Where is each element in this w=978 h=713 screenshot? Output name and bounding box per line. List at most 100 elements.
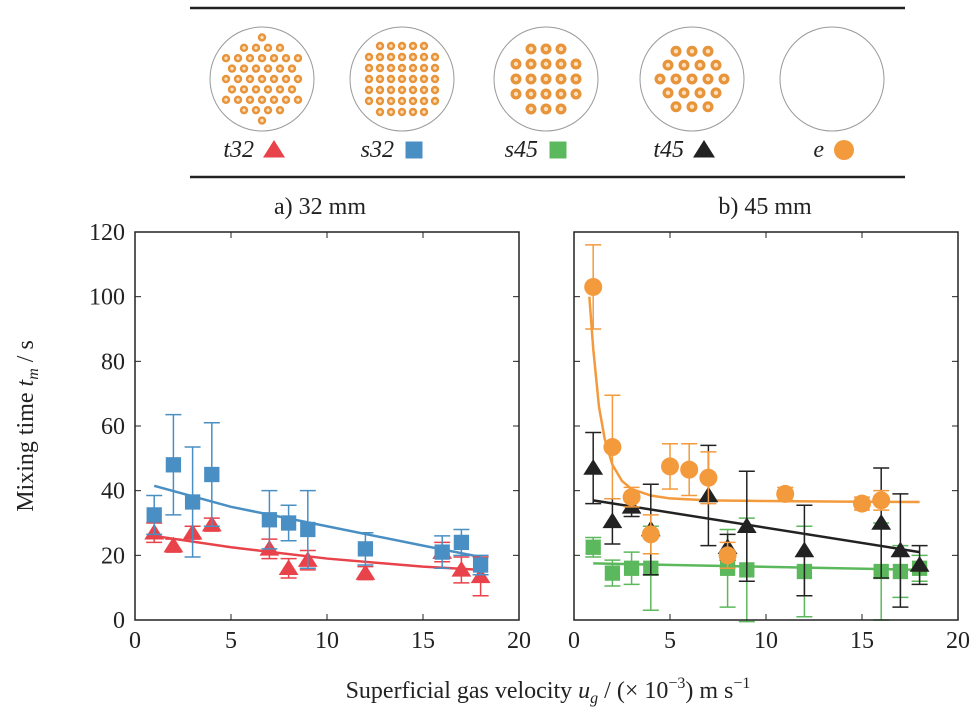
sparger-hole-center: [367, 99, 371, 103]
sparger-hole-center: [260, 56, 264, 60]
sparger-hole-center: [433, 88, 437, 92]
marker: [280, 515, 297, 531]
sparger-hole-center: [389, 110, 393, 114]
sparger-hole-center: [721, 76, 727, 82]
sparger-hole-center: [284, 56, 288, 60]
sparger-hole-center: [266, 108, 270, 112]
marker: [602, 512, 623, 529]
x-tick-label: 10: [754, 628, 778, 654]
marker: [871, 514, 892, 530]
sparger-hole-center: [378, 110, 382, 114]
label-part: ) m s: [685, 678, 733, 704]
fit-line: [153, 484, 481, 559]
panel-title: a) 32 mm: [274, 194, 366, 220]
label-part: −3: [668, 675, 685, 692]
fit-line: [593, 499, 920, 554]
sparger-hole-center: [697, 90, 703, 96]
sparger-hole-center: [266, 66, 270, 71]
sparger-hole-center: [367, 66, 371, 70]
sparger-hole-center: [290, 66, 294, 71]
sparger-hole-center: [422, 77, 426, 81]
label-part: t: [13, 378, 39, 386]
label-part: u: [578, 678, 590, 704]
legend-marker: [263, 140, 285, 158]
marker: [261, 512, 278, 528]
sparger-hole-center: [389, 88, 393, 92]
sparger-hole-center: [411, 55, 415, 59]
sparger-hole-center: [665, 62, 671, 68]
sparger-hole-center: [433, 99, 437, 103]
sparger-hole-center: [248, 77, 252, 81]
sparger-hole-center: [697, 62, 703, 68]
sparger-hole-center: [422, 99, 426, 103]
x-tick-label: 20: [946, 628, 970, 654]
marker: [736, 517, 757, 533]
sparger-hole-center: [528, 46, 534, 52]
sparger-hole-center: [573, 76, 579, 82]
sparger-hole-center: [705, 49, 711, 54]
sparger-hole-center: [422, 88, 426, 92]
marker: [146, 507, 162, 523]
marker: [163, 536, 184, 553]
sparger-hole-center: [705, 104, 711, 109]
sparger-hole-center: [528, 61, 534, 67]
sparger-hole-center: [573, 91, 579, 97]
y-tick-label: 60: [101, 414, 125, 440]
sparger-hole-center: [689, 76, 695, 82]
sparger-hole-center: [411, 88, 415, 92]
sparger-hole-center: [389, 55, 393, 59]
legend-label: s32: [361, 137, 394, 163]
x-tick-label: 20: [507, 628, 531, 654]
marker: [718, 546, 737, 565]
sparger-hole-center: [378, 44, 382, 48]
sparger-outline: [639, 26, 745, 132]
fit-line: [154, 534, 481, 572]
sparger-hole-center: [411, 44, 415, 48]
x-axis-label: Superficial gas velocity ug / (× 10−3) m…: [346, 675, 751, 709]
sparger-hole-center: [230, 66, 234, 71]
sparger-hole-center: [713, 90, 719, 96]
marker: [872, 491, 891, 510]
sparger-hole-center: [254, 46, 258, 50]
marker: [165, 457, 182, 473]
legend-label: s45: [505, 137, 538, 163]
sparger-hole-center: [242, 87, 246, 92]
marker: [355, 564, 376, 580]
sparger-hole-center: [689, 104, 695, 109]
y-axis-label: Mixing time tm / s: [13, 340, 44, 512]
marker: [853, 494, 871, 513]
sparger-hole-center: [558, 46, 564, 52]
marker: [890, 541, 911, 558]
sparger-hole-center: [389, 44, 393, 48]
x-tick-label: 0: [568, 628, 580, 654]
marker: [357, 541, 374, 557]
sparger-hole-center: [400, 44, 404, 48]
sparger-hole-center: [378, 66, 382, 70]
label-part: g: [590, 690, 598, 707]
marker: [434, 544, 450, 560]
marker: [699, 468, 718, 487]
sparger-hole-center: [296, 56, 300, 60]
label-part: −1: [733, 675, 750, 692]
sparger-hole-center: [260, 98, 264, 102]
sparger-hole-center: [422, 110, 426, 114]
sparger-hole-center: [681, 62, 687, 68]
y-tick-label: 80: [101, 349, 125, 375]
sparger-hole-center: [272, 98, 276, 102]
marker: [472, 557, 489, 573]
sparger-outline: [209, 26, 315, 132]
sparger-hole-center: [260, 77, 264, 81]
sparger-hole-center: [278, 66, 282, 71]
sparger-outline: [493, 26, 599, 132]
sparger-hole-center: [543, 61, 549, 67]
y-tick-label: 20: [101, 543, 125, 569]
sparger-hole-center: [433, 77, 437, 81]
sparger-hole-center: [266, 46, 270, 50]
sparger-hole-center: [224, 56, 228, 60]
fit-line: [593, 562, 920, 572]
sparger-hole-center: [230, 87, 234, 92]
label-part: m: [25, 368, 42, 380]
sparger-hole-center: [705, 76, 711, 82]
sparger-hole-center: [260, 35, 264, 40]
